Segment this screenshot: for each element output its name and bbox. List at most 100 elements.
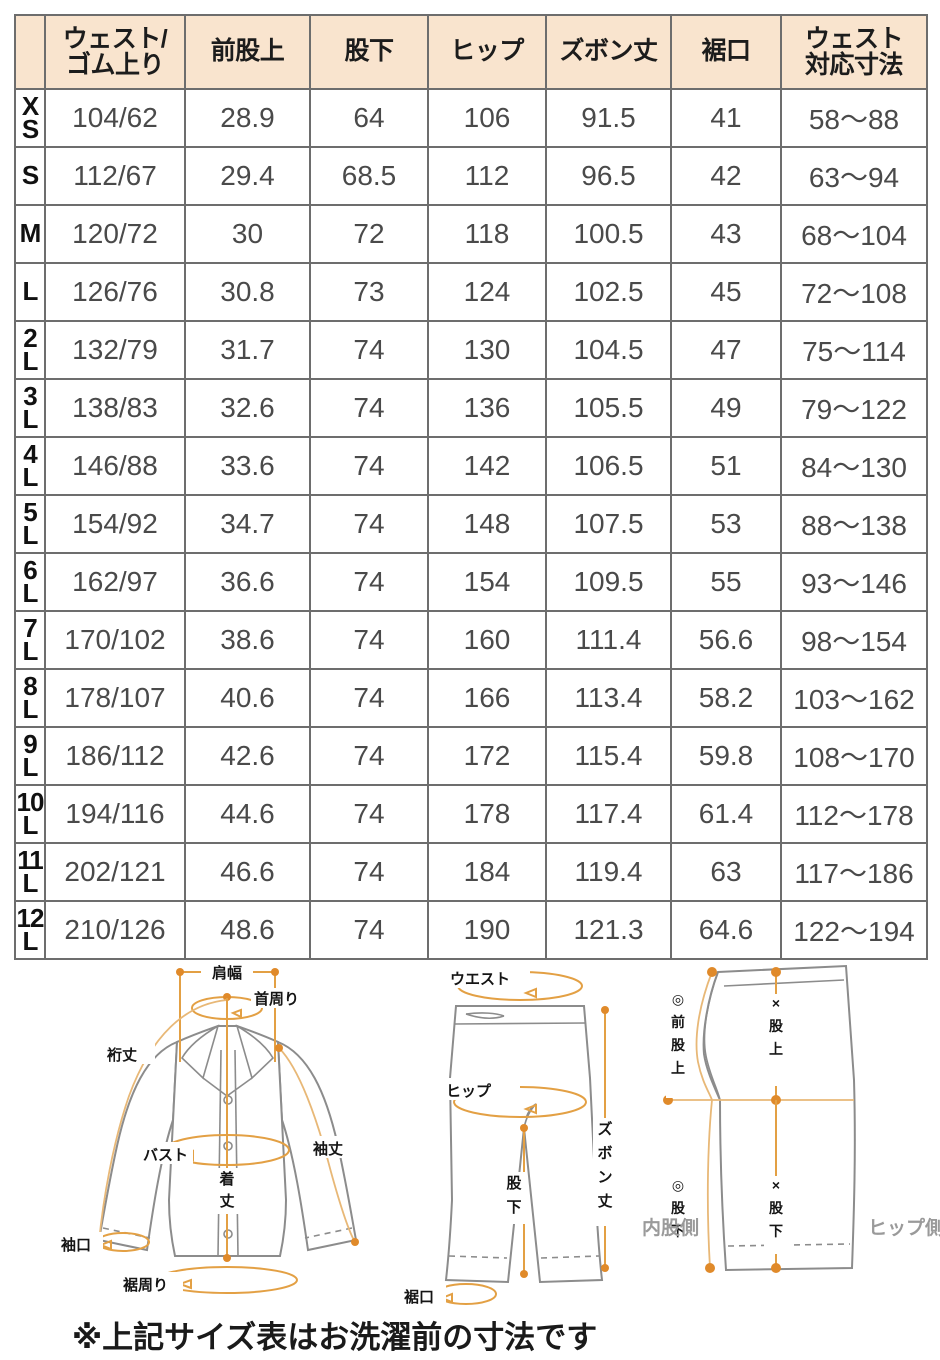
rise-detail-diagram: ◎ 前股上 × 股上 ◎ 股下 × 股下 内股側 ヒップ側 <box>640 950 940 1315</box>
cell-waist-range: 79〜122 <box>780 378 928 438</box>
table-header: ウェスト/ ゴム上り 前股上 股下 ヒップ ズボン丈 裾口 ウェスト 対応寸法 <box>14 14 928 90</box>
label-hem-circumference: 裾周り <box>123 1276 168 1294</box>
cell-inseam: 74 <box>309 668 429 728</box>
cell-inseam: 74 <box>309 378 429 438</box>
label-correct-inseam: ◎ 股下 <box>671 1177 686 1239</box>
cell-waist-range: 63〜94 <box>780 146 928 206</box>
cell-waist: 194/116 <box>44 784 186 844</box>
label-pants-hem-opening: 裾口 <box>404 1288 434 1306</box>
size-table: ウェスト/ ゴム上り 前股上 股下 ヒップ ズボン丈 裾口 ウェスト 対応寸法 … <box>14 14 928 960</box>
cell-waist: 154/92 <box>44 494 186 554</box>
table-row: X S 104/62 28.9 64 106 91.5 41 58〜88 <box>14 88 928 148</box>
size-label-part: L <box>22 404 39 434</box>
cell-waist-range: 112〜178 <box>780 784 928 844</box>
label-pants-inseam: 股下 <box>506 1175 522 1216</box>
size-label-part: 4 <box>23 438 38 469</box>
cell-hip: 106 <box>427 88 547 148</box>
cell-size: 11 L <box>14 842 46 902</box>
table-row: 2 L 132/79 31.7 74 130 104.5 47 75〜114 <box>14 320 928 380</box>
cell-waist: 138/83 <box>44 378 186 438</box>
cell-inseam: 74 <box>309 900 429 960</box>
header-cell-size <box>14 14 46 90</box>
table-body: X S 104/62 28.9 64 106 91.5 41 58〜88 S 112/67 29.4 6… <box>14 88 928 960</box>
label-sleeve-center: 裄丈 <box>106 1046 137 1064</box>
size-label-part: 2 <box>23 322 38 353</box>
cell-size: 10 L <box>14 784 46 844</box>
label-correct-front-rise: ◎ 前股上 <box>671 991 686 1076</box>
size-label-part: L <box>22 346 39 376</box>
cell-hip: 130 <box>427 320 547 380</box>
cell-pants-length: 115.4 <box>545 726 672 786</box>
label-body-length: 着丈 <box>218 1170 234 1210</box>
svg-text:ズ: ズ <box>597 1120 612 1138</box>
size-label-part: 10 <box>16 786 45 817</box>
table-row: 7 L 170/102 38.6 74 160 111.4 56.6 98〜154 <box>14 610 928 670</box>
cell-pants-length: 96.5 <box>545 146 672 206</box>
size-label-part: L <box>22 636 39 666</box>
size-label-part: L <box>22 926 39 956</box>
cell-hip: 172 <box>427 726 547 786</box>
cell-waist: 126/76 <box>44 262 186 322</box>
cell-hem-opening: 42 <box>670 146 782 206</box>
label-wrong-inseam: × 股下 <box>769 1177 784 1239</box>
size-label-part: L <box>22 752 39 782</box>
cell-hem-opening: 43 <box>670 204 782 264</box>
svg-text:股: 股 <box>671 1037 686 1053</box>
svg-text:◎: ◎ <box>672 991 684 1007</box>
cell-inseam: 74 <box>309 552 429 612</box>
cell-front-rise: 44.6 <box>184 784 311 844</box>
cell-pants-length: 117.4 <box>545 784 672 844</box>
table-row: L 126/76 30.8 73 124 102.5 45 72〜108 <box>14 262 928 322</box>
cell-front-rise: 42.6 <box>184 726 311 786</box>
cell-waist-range: 75〜114 <box>780 320 928 380</box>
cell-waist: 132/79 <box>44 320 186 380</box>
svg-text:下: 下 <box>506 1199 521 1216</box>
cell-inseam: 74 <box>309 784 429 844</box>
label-pants-length: ズボン丈 <box>597 1120 612 1210</box>
table-row: 8 L 178/107 40.6 74 166 113.4 58.2 103〜162 <box>14 668 928 728</box>
header-waist-line2: ゴム上り <box>65 51 165 79</box>
cell-inseam: 74 <box>309 494 429 554</box>
cell-waist: 162/97 <box>44 552 186 612</box>
cell-hem-opening: 63 <box>670 842 782 902</box>
table-row: 6 L 162/97 36.6 74 154 109.5 55 93〜146 <box>14 552 928 612</box>
cell-hip: 112 <box>427 146 547 206</box>
svg-text:丈: 丈 <box>219 1193 234 1210</box>
table-row: 11 L 202/121 46.6 74 184 119.4 63 117〜186 <box>14 842 928 902</box>
label-cuff: 袖口 <box>61 1236 91 1254</box>
header-cell-waist: ウェスト/ ゴム上り <box>44 14 186 90</box>
table-row: 5 L 154/92 34.7 74 148 107.5 53 88〜138 <box>14 494 928 554</box>
svg-text:上: 上 <box>671 1060 685 1076</box>
size-label-part: L <box>22 694 39 724</box>
cell-hem-opening: 45 <box>670 262 782 322</box>
size-label-part: L <box>22 276 39 307</box>
cell-waist-range: 68〜104 <box>780 204 928 264</box>
header-cell-front-rise: 前股上 <box>184 14 311 90</box>
svg-text:ン: ン <box>597 1169 612 1186</box>
size-label-part: 3 <box>23 380 38 411</box>
cell-pants-length: 111.4 <box>545 610 672 670</box>
cell-hip: 184 <box>427 842 547 902</box>
cell-waist-range: 117〜186 <box>780 842 928 902</box>
table-row: 10 L 194/116 44.6 74 178 117.4 61.4 112〜178 <box>14 784 928 844</box>
size-label-part: L <box>22 578 39 608</box>
cell-front-rise: 33.6 <box>184 436 311 496</box>
size-label-part: M <box>19 218 42 249</box>
cell-inseam: 68.5 <box>309 146 429 206</box>
cell-size: L <box>14 262 46 322</box>
cell-inseam: 74 <box>309 842 429 902</box>
label-shoulder-width: 肩幅 <box>212 964 242 982</box>
cell-waist: 104/62 <box>44 88 186 148</box>
size-label-part: 7 <box>23 612 38 643</box>
header-row: ウェスト/ ゴム上り 前股上 股下 ヒップ ズボン丈 裾口 ウェスト 対応寸法 <box>14 14 928 90</box>
size-table-container: ウェスト/ ゴム上り 前股上 股下 ヒップ ズボン丈 裾口 ウェスト 対応寸法 … <box>14 14 928 960</box>
header-cell-hem-opening: 裾口 <box>670 14 782 90</box>
cell-front-rise: 28.9 <box>184 88 311 148</box>
table-row: S 112/67 29.4 68.5 112 96.5 42 63〜94 <box>14 146 928 206</box>
cell-hem-opening: 61.4 <box>670 784 782 844</box>
cell-pants-length: 104.5 <box>545 320 672 380</box>
cell-front-rise: 48.6 <box>184 900 311 960</box>
